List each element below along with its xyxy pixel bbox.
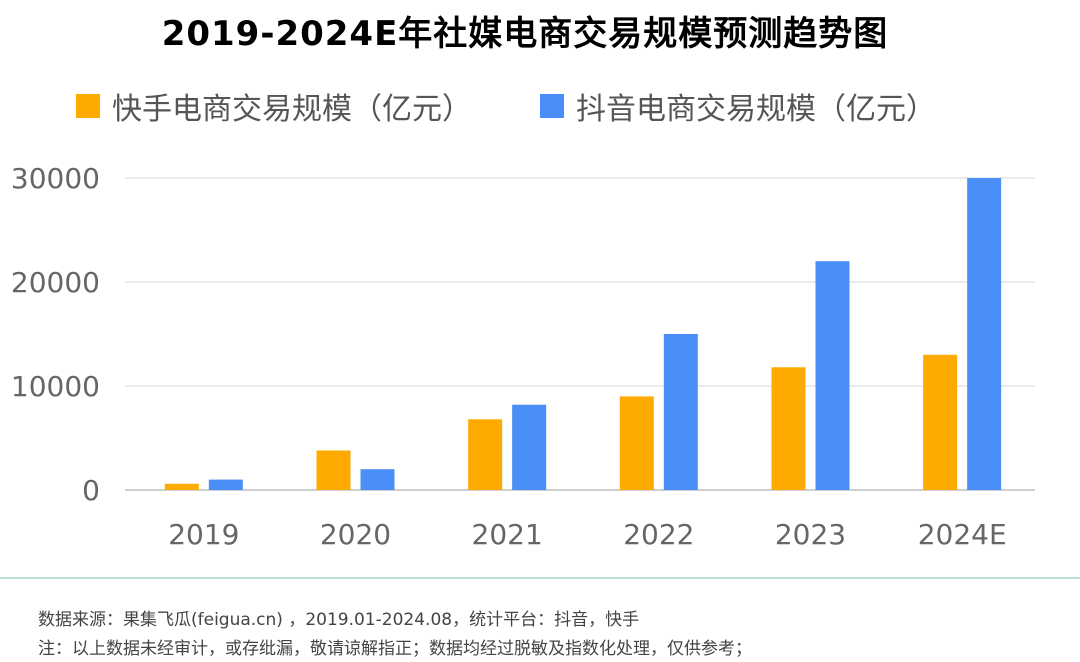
bar-douyin-2024E	[967, 178, 1002, 490]
bar-kuaishou-2024E	[923, 354, 958, 490]
x-tick-label: 2024E	[918, 518, 1007, 551]
bar-kuaishou-2021	[468, 419, 503, 490]
x-tick-label: 2020	[320, 518, 391, 551]
bar-kuaishou-2019	[164, 483, 199, 490]
y-tick-label: 20000	[11, 266, 100, 299]
bar-chart: 30000 20000 10000 0 2019 2020 2021 2022 2023 2024…	[11, 162, 1035, 551]
bar-douyin-2023	[815, 261, 850, 490]
legend: 快手电商交易规模（亿元） 抖音电商交易规模（亿元）	[0, 84, 1080, 128]
bar-kuaishou-2023	[771, 367, 806, 490]
bar-kuaishou-2020	[316, 450, 351, 490]
legend-swatch-kuaishou	[76, 94, 100, 118]
source-note: 数据来源：果集飞瓜(feigua.cn) ，2019.01-2024.08，统计…	[38, 610, 640, 630]
legend-label-kuaishou: 快手电商交易规模（亿元）	[112, 92, 472, 127]
y-tick-label: 0	[82, 474, 100, 507]
x-tick-label: 2023	[775, 518, 846, 551]
legend-swatch-douyin	[540, 94, 564, 118]
x-tick-label: 2022	[623, 518, 694, 551]
legend-item-kuaishou: 快手电商交易规模（亿元）	[76, 84, 472, 128]
y-tick-label: 30000	[11, 162, 100, 195]
disclaimer-note: 注：以上数据未经审计，或存纰漏，敬请谅解指正；数据均经过脱敏及指数化处理，仅供参…	[38, 639, 752, 659]
x-tick-label: 2019	[168, 518, 239, 551]
legend-label-douyin: 抖音电商交易规模（亿元）	[576, 92, 936, 127]
legend-item-douyin: 抖音电商交易规模（亿元）	[540, 84, 936, 128]
bar-douyin-2019	[208, 479, 243, 490]
bar-douyin-2021	[512, 404, 547, 490]
footer-divider	[0, 577, 1080, 579]
bar-kuaishou-2022	[619, 396, 654, 490]
chart-title: 2019-2024E年社媒电商交易规模预测趋势图	[161, 14, 889, 54]
bar-douyin-2020	[360, 469, 395, 490]
bar-douyin-2022	[663, 334, 698, 490]
x-tick-label: 2021	[472, 518, 543, 551]
y-tick-label: 10000	[11, 370, 100, 403]
